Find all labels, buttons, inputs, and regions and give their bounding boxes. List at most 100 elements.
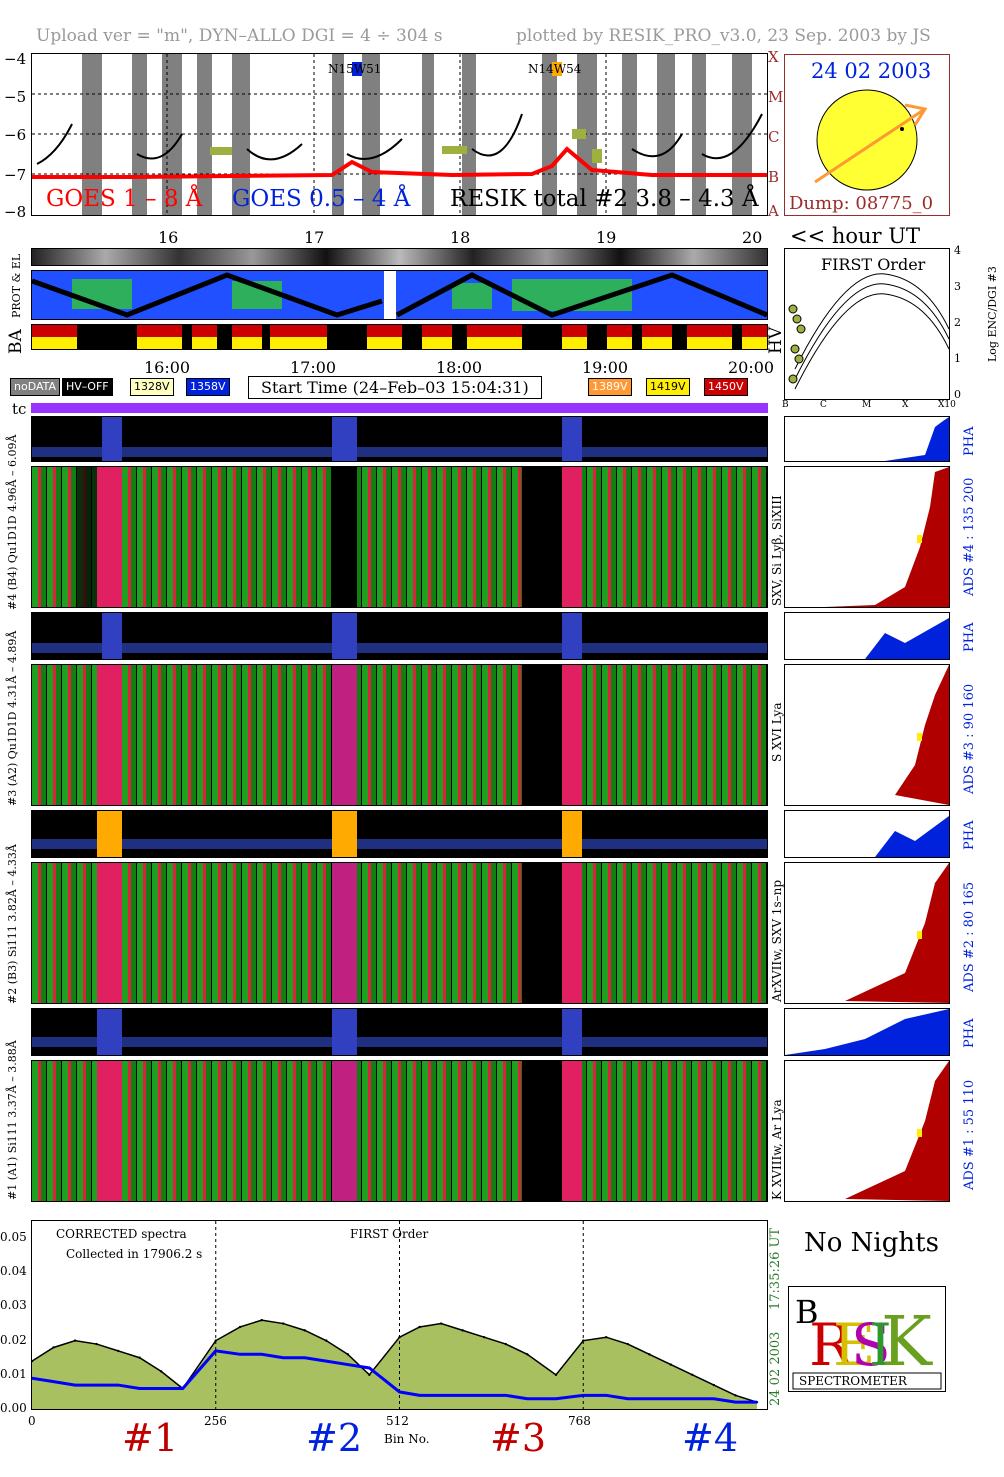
spectrum-point	[73, 1339, 77, 1342]
spectrogram	[31, 466, 768, 608]
spectrum-text3: FIRST Order	[350, 1227, 429, 1241]
spectrum-point	[669, 1397, 673, 1400]
hour-tick: 19	[596, 228, 617, 247]
spectrum-point	[325, 1339, 328, 1342]
hour-tick: 17	[304, 228, 325, 247]
first-order-ylabel: Log ENC/DGI #3	[986, 266, 999, 362]
spectrum-point	[52, 1380, 55, 1383]
spectrum-point	[116, 1349, 120, 1353]
bin-tick: 0	[28, 1414, 36, 1428]
channel-lines: ArXVIIw, SXV 1s–np	[770, 879, 784, 1002]
spectrum-point	[734, 1400, 737, 1404]
spectrum-ytick: 0.03	[0, 1298, 27, 1313]
spectrum-point	[648, 1397, 651, 1400]
fo-xtick: B	[782, 400, 789, 410]
spectrum-point	[138, 1387, 141, 1390]
header-right: plotted by RESIK_PRO_v3.0, 23 Sep. 2003 …	[516, 26, 931, 46]
channel-label: #2 (B3) Si111 3.82Å – 4.33Å	[6, 844, 19, 1004]
prot-label: PROT & EL	[10, 253, 23, 318]
resik-total-label: RESIK total #2 3.8 – 4.3 Å	[450, 186, 759, 212]
time-tick: 17:00	[290, 358, 337, 377]
spectrum-point	[582, 1394, 585, 1397]
spectrum-point	[303, 1356, 306, 1359]
fo-xtick: C	[820, 400, 827, 410]
goes-long-label: GOES 1 – 8 Å	[46, 186, 203, 212]
goes-ytick: −7	[4, 166, 27, 184]
spectrum-point	[418, 1394, 421, 1397]
svg-text:R: R	[809, 1311, 855, 1379]
pha-strip	[31, 416, 768, 462]
goes-plot	[32, 54, 767, 215]
channel-lines: K XVIIIw, Ar Lya	[770, 1099, 784, 1200]
class-letter: A	[768, 202, 779, 220]
spectrum-point	[504, 1394, 507, 1397]
start-time: Start Time (24–Feb–03 15:04:31)	[248, 376, 542, 399]
spectrum-point	[73, 1383, 77, 1387]
header-left: Upload ver = "m", DYN–ALLO DGI = 4 ÷ 304…	[36, 26, 443, 46]
spectrum-text2: Collected in 17906.2 s	[66, 1247, 203, 1261]
pha-histogram	[784, 1008, 950, 1056]
class-letter: X	[768, 48, 779, 66]
fo-xtick: X	[902, 400, 909, 410]
goes-ytick: −5	[4, 88, 27, 106]
sun-dump: Dump: 08775_0	[789, 193, 934, 214]
spectrum-point	[439, 1394, 443, 1397]
goes-panel	[31, 53, 768, 216]
spectrum-point	[214, 1339, 217, 1342]
sun-date: 24 02 2003	[811, 59, 932, 83]
svg-text:K: K	[881, 1303, 933, 1382]
legend-1450v: 1450V	[704, 378, 748, 396]
channel-lines: S XVI Lya	[770, 702, 784, 763]
active-region-1: N15W51	[328, 62, 382, 76]
spectrum-point	[95, 1383, 98, 1387]
channel-label: #4 (B4) Qu1D1D 4.96Å – 6.09Å	[6, 434, 19, 610]
time-tick: 18:00	[436, 358, 483, 377]
fo-xtick: M	[862, 400, 872, 410]
spectrum-point	[32, 1377, 34, 1380]
spectrum-point	[260, 1353, 263, 1356]
spectrum-point	[626, 1397, 629, 1400]
fo-ytick: 1	[954, 352, 961, 365]
spectrum-xlabel: Bin No.	[384, 1432, 430, 1446]
ba-label: BA	[6, 329, 26, 354]
spectrum-point	[626, 1342, 629, 1346]
spectrum-point	[712, 1383, 716, 1387]
fo-ytick: 3	[954, 280, 961, 293]
spectrum-plot	[32, 1221, 759, 1409]
legend-1328v: 1328V	[130, 378, 174, 396]
ads-label: ADS #2 : 80 165	[962, 881, 977, 992]
spectrum-point	[554, 1397, 558, 1400]
hv-strip	[31, 324, 768, 350]
bin-tick: 256	[204, 1414, 227, 1428]
time-tick: 19:00	[582, 358, 629, 377]
fo-ytick: 0	[954, 388, 961, 401]
spectrum-point	[325, 1359, 328, 1363]
goes-ytick: −4	[4, 50, 27, 68]
pha-strip	[31, 612, 768, 660]
spectrum-point	[159, 1370, 163, 1373]
spectrum-point	[238, 1325, 242, 1329]
pha-strip	[31, 1008, 768, 1056]
spectrum-point	[648, 1353, 651, 1356]
pha-histogram	[784, 810, 950, 858]
spectrum-point	[368, 1366, 371, 1370]
spectrum-ytick: 0.00	[0, 1401, 27, 1415]
spectrum-panel: CORRECTED spectra Collected in 17906.2 s…	[31, 1220, 768, 1410]
spectrum-point	[116, 1383, 120, 1387]
pha-label: PHA	[962, 622, 977, 652]
fo-ytick: 4	[954, 244, 961, 257]
ads-histogram	[784, 1060, 950, 1202]
fo-ytick: 2	[954, 316, 961, 329]
class-letter: C	[768, 128, 780, 146]
sun-disk	[814, 89, 928, 191]
spectrum-point	[461, 1394, 464, 1397]
legend-1389v: 1389V	[588, 378, 632, 396]
spectrum-ytick: 0.05	[0, 1230, 27, 1245]
spectrogram	[31, 664, 768, 806]
legend-hvoff: HV–OFF	[62, 378, 113, 396]
spectrogram	[31, 1060, 768, 1202]
spectrogram	[31, 862, 768, 1004]
legend-1358v: 1358V	[186, 378, 230, 396]
spectrum-ytick: 0.04	[0, 1264, 27, 1279]
spectrum-point	[159, 1387, 163, 1390]
